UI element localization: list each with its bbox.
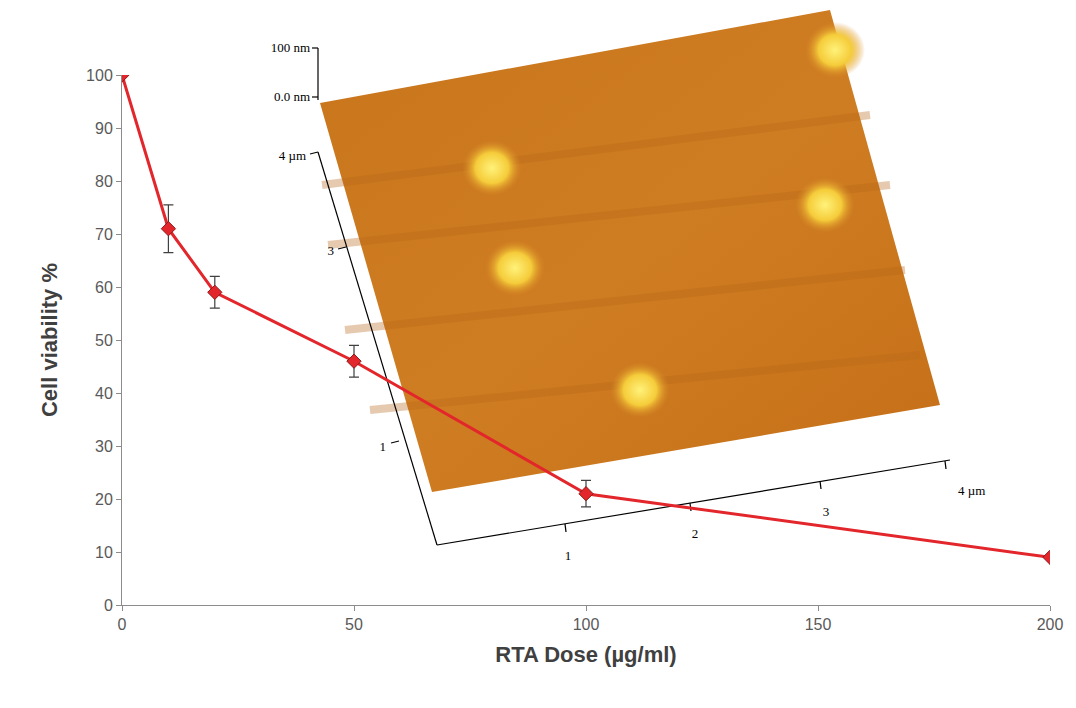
svg-text:Cell viability %: Cell viability % [37, 263, 62, 417]
svg-text:100 nm: 100 nm [271, 40, 310, 55]
svg-text:150: 150 [805, 616, 832, 633]
svg-text:200: 200 [1037, 616, 1064, 633]
svg-text:3: 3 [823, 504, 830, 519]
svg-text:4 µm: 4 µm [958, 483, 985, 498]
svg-text:100: 100 [573, 616, 600, 633]
svg-text:40: 40 [95, 385, 113, 402]
svg-text:0.0 nm: 0.0 nm [274, 89, 310, 104]
svg-text:60: 60 [95, 279, 113, 296]
svg-text:90: 90 [95, 120, 113, 137]
svg-text:70: 70 [95, 226, 113, 243]
svg-text:4 µm: 4 µm [279, 148, 306, 163]
svg-text:80: 80 [95, 173, 113, 190]
svg-text:2: 2 [692, 526, 699, 541]
svg-text:RTA Dose (µg/ml): RTA Dose (µg/ml) [495, 642, 676, 667]
svg-text:30: 30 [95, 438, 113, 455]
svg-text:20: 20 [95, 491, 113, 508]
svg-text:0: 0 [118, 616, 127, 633]
svg-text:100: 100 [86, 67, 113, 84]
svg-text:0: 0 [104, 597, 113, 614]
svg-text:10: 10 [95, 544, 113, 561]
svg-text:1: 1 [380, 439, 387, 454]
svg-text:50: 50 [95, 332, 113, 349]
svg-text:3: 3 [328, 243, 335, 258]
svg-text:1: 1 [565, 548, 572, 563]
svg-text:50: 50 [345, 616, 363, 633]
